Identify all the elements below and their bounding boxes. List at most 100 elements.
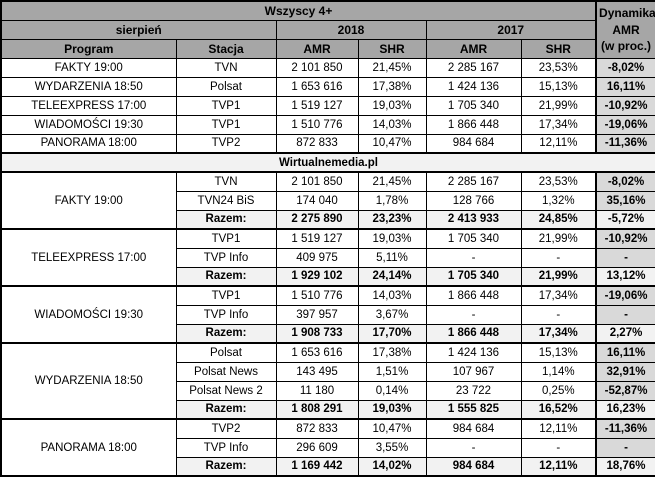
shr-2017-cell: 15,13% xyxy=(520,76,597,97)
amr-2017-cell: 984 684 xyxy=(425,456,522,477)
amr-2018-cell: 1 510 776 xyxy=(275,114,359,135)
station-cell: TVP1 xyxy=(175,95,277,116)
header-row-audience: Wszyscy 4+ Dynamika AMR (w proc.) xyxy=(0,0,655,59)
shr-2017-cell: 21,99% xyxy=(520,228,597,249)
station-cell: TVP2 xyxy=(175,133,277,154)
program-cell: FAKTY 19:00 xyxy=(0,57,177,78)
shr-2017-cell: 23,53% xyxy=(520,57,597,78)
station-cell: TVP Info xyxy=(175,437,277,458)
program-cell: WIADOMOŚCI 19:30 xyxy=(0,285,177,344)
dynamics-cell: -5,72% xyxy=(595,209,655,230)
station-cell: TVN xyxy=(175,171,277,192)
shr-2018-cell: 14,02% xyxy=(357,456,427,477)
amr-2018-cell: 1 519 127 xyxy=(275,228,359,249)
station-cell: Razem: xyxy=(175,266,277,287)
amr-2017-cell: 2 285 167 xyxy=(425,171,522,192)
shr-2017-cell: 17,34% xyxy=(520,114,597,135)
amr-2018-cell: 1 929 102 xyxy=(275,266,359,287)
group-row: TVP Info 409 975 5,11% - - - xyxy=(1,247,655,268)
dynamics-cell: -11,36% xyxy=(595,418,655,439)
amr-2017-cell: 1 866 448 xyxy=(425,285,522,306)
station-cell: Polsat xyxy=(175,342,277,363)
dynamics-cell: -11,36% xyxy=(595,133,655,154)
program-cell: WYDARZENIA 18:50 xyxy=(0,342,177,420)
amr-2017-cell: 2 285 167 xyxy=(425,57,522,78)
dynamics-column-header: Dynamika AMR (w proc.) xyxy=(595,0,655,59)
amr-2018-cell: 1 169 442 xyxy=(275,456,359,477)
shr-2018-cell: 14,03% xyxy=(357,114,427,135)
dynamics-cell: -19,06% xyxy=(595,114,655,135)
amr-2018-cell: 174 040 xyxy=(275,190,359,211)
shr-2018-cell: 10,47% xyxy=(357,418,427,439)
group-total-row: Razem: 1 808 291 19,03% 1 555 825 16,52% 16,2… xyxy=(1,399,655,420)
dynamics-cell: 32,91% xyxy=(595,361,655,382)
shr-2017-cell: 21,99% xyxy=(520,95,597,116)
station-cell: TVP1 xyxy=(175,114,277,135)
shr-2018-cell: 17,38% xyxy=(357,76,427,97)
shr-2017-cell: 17,34% xyxy=(520,285,597,306)
amr-2017-cell: 1 555 825 xyxy=(425,399,522,420)
amr-2018-cell: 1 653 616 xyxy=(275,76,359,97)
station-cell: Polsat xyxy=(175,76,277,97)
amr-2017-cell: 107 967 xyxy=(425,361,522,382)
shr-2017-cell: 12,11% xyxy=(520,456,597,477)
amr-2018-cell: 296 609 xyxy=(275,437,359,458)
station-cell: TVP1 xyxy=(175,228,277,249)
program-cell: WYDARZENIA 18:50 xyxy=(0,76,177,97)
shr-2017-cell: 12,11% xyxy=(520,133,597,154)
program-cell: FAKTY 19:00 xyxy=(0,171,177,230)
group-row: TVP Info 296 609 3,55% - - - xyxy=(1,437,655,458)
amr-2018-cell: 1 653 616 xyxy=(275,342,359,363)
header-row-years: sierpień 2018 2017 xyxy=(0,19,655,40)
dynamics-cell: 13,12% xyxy=(595,266,655,287)
program-cell: TELEEXPRESS 17:00 xyxy=(0,95,177,116)
shr-2018-cell: 0,14% xyxy=(357,380,427,401)
amr-2018-cell: 2 101 850 xyxy=(275,171,359,192)
station-cell: TVP1 xyxy=(175,285,277,306)
amr-2018-cell: 143 495 xyxy=(275,361,359,382)
shr-2018-cell: 14,03% xyxy=(357,285,427,306)
group-row: FAKTY 19:00 TVN 2 101 850 21,45% 2 285 167 23… xyxy=(0,171,655,230)
group-total-row: Razem: 2 275 890 23,23% 2 413 933 24,85% -5,7… xyxy=(1,209,655,230)
shr-2018-cell: 19,03% xyxy=(357,228,427,249)
dynamics-cell: -10,92% xyxy=(595,228,655,249)
shr-2017-cell: 1,32% xyxy=(520,190,597,211)
group-total-row: Razem: 1 169 442 14,02% 984 684 12,11% 18,76% xyxy=(1,456,655,477)
amr-2018-cell: 2 101 850 xyxy=(275,57,359,78)
shr-2017-cell: 15,13% xyxy=(520,342,597,363)
shr-2018-cell: 19,03% xyxy=(357,399,427,420)
header-row-columns: Program Stacja AMR SHR AMR SHR xyxy=(0,38,655,59)
shr-2017-cell: - xyxy=(520,304,597,325)
dynamics-cell: -19,06% xyxy=(595,285,655,306)
shr-2017-cell: 16,52% xyxy=(520,399,597,420)
amr-2017-column-header: AMR xyxy=(425,38,522,59)
shr-2017-cell: 0,25% xyxy=(520,380,597,401)
amr-2018-cell: 1 808 291 xyxy=(275,399,359,420)
dynamics-cell: 18,76% xyxy=(595,456,655,477)
summary-row: WYDARZENIA 18:50 Polsat 1 653 616 17,38% 1 4… xyxy=(0,76,655,97)
shr-2018-cell: 17,70% xyxy=(357,323,427,344)
station-cell: Razem: xyxy=(175,456,277,477)
group-total-row: Razem: 1 908 733 17,70% 1 866 448 17,34% 2,27… xyxy=(1,323,655,344)
shr-2018-cell: 19,03% xyxy=(357,95,427,116)
summary-row: WIADOMOŚCI 19:30 TVP1 1 510 776 14,03% 1 866… xyxy=(0,114,655,135)
station-cell: Polsat News xyxy=(175,361,277,382)
dynamics-cell: -10,92% xyxy=(595,95,655,116)
amr-2017-cell: 984 684 xyxy=(425,418,522,439)
station-cell: TVP Info xyxy=(175,247,277,268)
station-cell: Razem: xyxy=(175,399,277,420)
amr-2017-cell: 1 866 448 xyxy=(425,114,522,135)
shr-2017-cell: - xyxy=(520,247,597,268)
shr-2017-cell: 1,14% xyxy=(520,361,597,382)
shr-2018-column-header: SHR xyxy=(357,38,427,59)
shr-2018-cell: 1,78% xyxy=(357,190,427,211)
group-row: TVP Info 397 957 3,67% - - - xyxy=(1,304,655,325)
dynamics-cell: -52,87% xyxy=(595,380,655,401)
shr-2018-cell: 21,45% xyxy=(357,57,427,78)
program-cell: TELEEXPRESS 17:00 xyxy=(0,228,177,287)
amr-2018-cell: 872 833 xyxy=(275,133,359,154)
shr-2017-cell: 21,99% xyxy=(520,266,597,287)
station-cell: TVN xyxy=(175,57,277,78)
station-cell: TVN24 BiS xyxy=(175,190,277,211)
month-header: sierpień xyxy=(0,19,277,40)
